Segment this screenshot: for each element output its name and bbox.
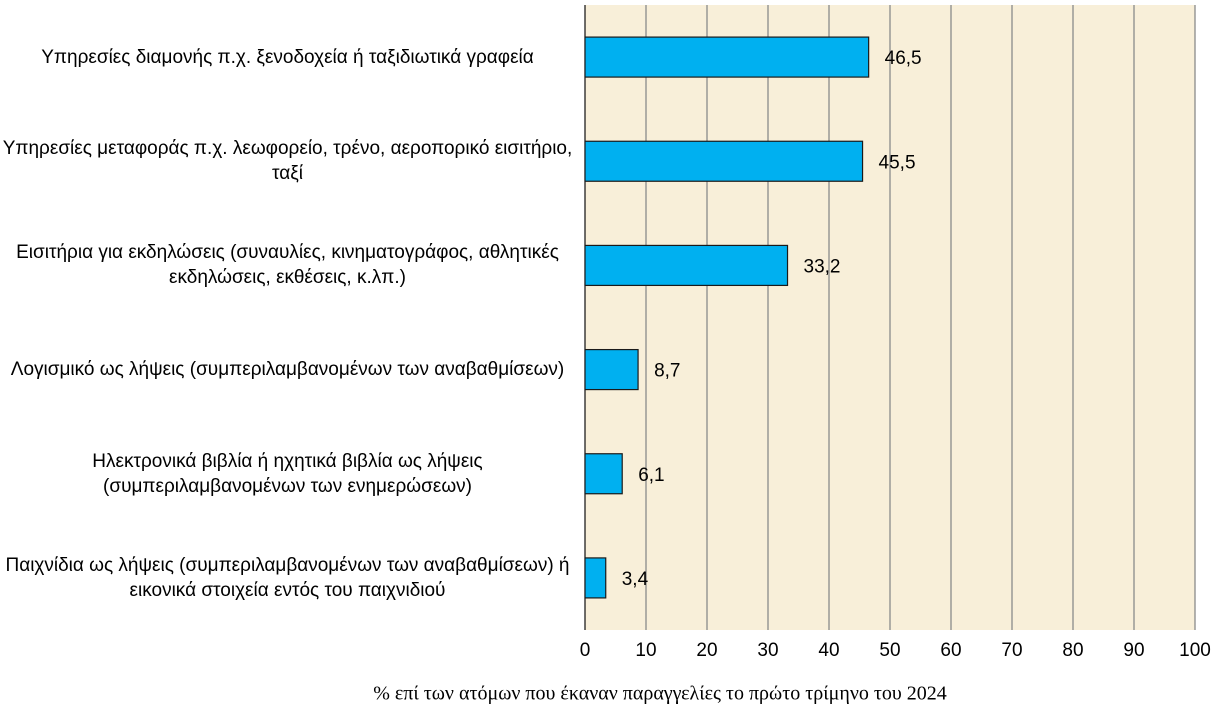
y-tick-label: Υπηρεσίες διαμονής π.χ. ξενοδοχεία ή ταξ… <box>41 46 534 68</box>
data-label: 45,5 <box>879 152 916 173</box>
x-tick-label: 20 <box>696 640 717 661</box>
x-axis-title: % επί των ατόμων που έκαναν παραγγελίες … <box>373 683 947 705</box>
bar <box>584 140 864 182</box>
x-tick-label: 80 <box>1062 640 1083 661</box>
category-label-box: Εισιτήρια για εκδηλώσεις (συναυλίες, κιν… <box>16 242 559 289</box>
x-tick-label: 90 <box>1123 640 1144 661</box>
x-tick-label: 0 <box>580 640 591 661</box>
bar <box>584 453 623 495</box>
data-label: 6,1 <box>638 465 664 486</box>
y-tick-label: Ηλεκτρονικά βιβλία ή ηχητικά βιβλία ως λ… <box>92 450 483 497</box>
category-label-box: Υπηρεσίες διαμονής π.χ. ξενοδοχεία ή ταξ… <box>41 46 534 68</box>
category-label-box: Παιχνίδια ως λήψεις (συμπεριλαμβανομένων… <box>5 554 570 601</box>
data-label: 33,2 <box>804 256 841 277</box>
bar <box>584 36 870 78</box>
bar <box>584 244 789 287</box>
y-tick-label: Λογισμικό ως λήψεις (συμπεριλαμβανομένων… <box>10 359 565 381</box>
data-label: 46,5 <box>885 48 922 69</box>
x-tick-label: 70 <box>1001 640 1022 661</box>
x-tick-label: 60 <box>940 640 961 661</box>
y-tick-label: Υπηρεσίες μεταφοράς π.χ. λεωφορείο, τρέν… <box>2 138 573 185</box>
category-label-box: Λογισμικό ως λήψεις (συμπεριλαμβανομένων… <box>10 359 565 381</box>
x-tick-label: 100 <box>1179 640 1211 661</box>
y-tick-label: Παιχνίδια ως λήψεις (συμπεριλαμβανομένων… <box>5 554 570 601</box>
category-label-box: Ηλεκτρονικά βιβλία ή ηχητικά βιβλία ως λ… <box>92 450 483 497</box>
x-tick-label: 10 <box>635 640 656 661</box>
x-tick-label: 30 <box>757 640 778 661</box>
x-tick-label: 50 <box>879 640 900 661</box>
bar <box>584 348 639 391</box>
y-tick-label: Εισιτήρια για εκδηλώσεις (συναυλίες, κιν… <box>16 242 559 289</box>
category-label-box: Υπηρεσίες μεταφοράς π.χ. λεωφορείο, τρέν… <box>2 138 573 185</box>
data-label: 8,7 <box>654 361 680 382</box>
bar <box>584 557 607 599</box>
x-tick-label: 40 <box>818 640 839 661</box>
data-label: 3,4 <box>622 569 649 590</box>
